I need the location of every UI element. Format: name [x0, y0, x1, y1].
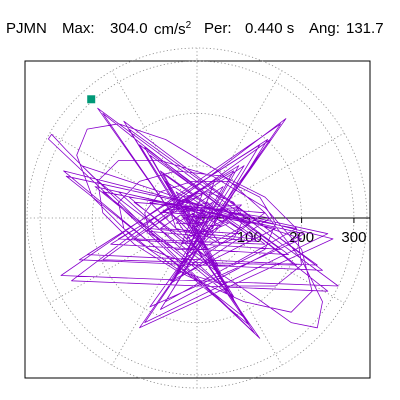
max-unit-exponent: 2 [185, 20, 192, 31]
max-label: Max: [62, 20, 95, 37]
max-unit: cm/s2 [154, 20, 191, 38]
plot-frame [24, 60, 371, 379]
radial-tick-label-100: 100 [237, 229, 262, 246]
radial-tick-label-300: 300 [341, 229, 366, 246]
max-point-marker [87, 95, 96, 104]
ang-label: Ang: [309, 20, 340, 37]
plot-header: PJMN Max: 304.0 cm/s2 Per: 0.440 s Ang: … [0, 14, 400, 44]
max-marker-layer [87, 95, 96, 104]
station-code: PJMN [6, 20, 47, 37]
max-unit-base: cm/s [154, 21, 186, 38]
per-label: Per: [204, 20, 232, 37]
ang-value: 131.7 [346, 20, 384, 37]
orbit-trace [48, 107, 339, 339]
orbit-path [48, 107, 339, 339]
max-value: 304.0 [110, 20, 148, 37]
per-value: 0.440 s [245, 20, 295, 37]
